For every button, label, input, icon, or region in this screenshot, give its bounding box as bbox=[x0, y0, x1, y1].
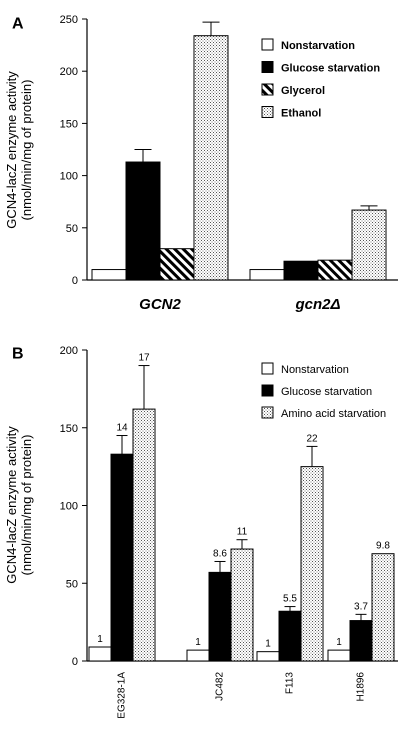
data-label: 5.5 bbox=[283, 594, 297, 605]
legend-swatch bbox=[261, 406, 274, 419]
legend-swatch bbox=[261, 362, 274, 375]
bar-gcn2-series-2 bbox=[125, 161, 161, 281]
category-label: gcn2Δ bbox=[294, 296, 340, 313]
data-label: 22 bbox=[306, 433, 318, 444]
y-axis-label: GCN4-lacZ enzyme activity bbox=[4, 426, 19, 584]
legend-label: Nonstarvation bbox=[281, 40, 355, 52]
y-tick-label: 50 bbox=[66, 223, 78, 235]
bar-gcn2--series-2 bbox=[283, 260, 319, 281]
legend-label: Amino acid starvation bbox=[281, 408, 386, 420]
bar-eg328-1a-series-2 bbox=[110, 453, 134, 662]
data-label: 17 bbox=[138, 353, 150, 364]
bar-gcn2--series-3 bbox=[317, 259, 353, 281]
category-label: H1896 bbox=[356, 672, 367, 702]
y-axis-label: (nmol/min/mg of protein) bbox=[19, 435, 34, 576]
bar-jc482-series-1 bbox=[186, 649, 210, 662]
bar-gcn2--series-1 bbox=[249, 269, 285, 281]
bar-f113-series-2 bbox=[278, 610, 302, 662]
category-label: F113 bbox=[285, 672, 296, 694]
bar-f113-series-3 bbox=[300, 466, 324, 662]
data-label: 1 bbox=[265, 639, 271, 650]
y-tick-label: 100 bbox=[60, 501, 78, 513]
bar-eg328-1a-series-1 bbox=[88, 646, 112, 662]
data-label: 9.8 bbox=[376, 541, 390, 552]
bar-h1896-series-3 bbox=[371, 553, 395, 662]
legend-swatch bbox=[261, 384, 274, 397]
category-label: EG328-1A bbox=[117, 672, 128, 719]
bar-eg328-1a-series-3 bbox=[132, 408, 156, 662]
legend-label: Glycerol bbox=[281, 85, 325, 97]
y-axis-label: GCN4-lacZ enzyme activity bbox=[4, 71, 19, 229]
bar-h1896-series-2 bbox=[349, 620, 373, 662]
legend-label: Nonstarvation bbox=[281, 364, 349, 376]
category-label: JC482 bbox=[215, 672, 226, 701]
bar-gcn2-series-3 bbox=[159, 248, 195, 281]
legend-swatch bbox=[261, 106, 274, 118]
data-label: 14 bbox=[116, 423, 128, 434]
bar-gcn2--series-4 bbox=[351, 209, 387, 281]
data-label: 1 bbox=[97, 634, 103, 645]
bar-f113-series-1 bbox=[256, 651, 280, 662]
legend-swatch bbox=[261, 61, 274, 73]
y-tick-label: 0 bbox=[72, 656, 78, 668]
chart-panel-A: A 0 50 100 150 200 250 GCN4-lacZ enzyme activit… bbox=[4, 14, 398, 313]
y-tick-label: 150 bbox=[60, 423, 78, 435]
category-label: GCN2 bbox=[139, 296, 181, 313]
panel-label: A bbox=[12, 15, 24, 32]
y-tick-label: 0 bbox=[72, 275, 78, 287]
legend-label: Ethanol bbox=[281, 108, 321, 120]
data-label: 1 bbox=[336, 637, 342, 648]
legend-label: Glucose starvation bbox=[281, 63, 380, 75]
y-tick-label: 200 bbox=[60, 345, 78, 357]
y-tick-label: 200 bbox=[60, 66, 78, 78]
y-tick-label: 50 bbox=[66, 578, 78, 590]
y-axis-label: (nmol/min/mg of protein) bbox=[19, 80, 34, 221]
bar-h1896-series-1 bbox=[327, 649, 351, 662]
data-label: 3.7 bbox=[354, 601, 368, 612]
y-tick-label: 100 bbox=[60, 171, 78, 183]
legend-swatch bbox=[261, 83, 274, 96]
bar-jc482-series-2 bbox=[208, 571, 232, 662]
data-label: 1 bbox=[195, 637, 201, 648]
y-tick-label: 250 bbox=[60, 14, 78, 26]
panel-label: B bbox=[12, 345, 24, 362]
data-label: 11 bbox=[237, 527, 248, 538]
bar-gcn2-series-1 bbox=[91, 269, 127, 281]
bar-jc482-series-3 bbox=[230, 548, 254, 662]
chart-panel-B: B 0 50 100 150 200 GCN4-lacZ enzyme activity (n… bbox=[4, 345, 398, 719]
legend-label: Glucose starvation bbox=[281, 386, 372, 398]
y-tick-label: 150 bbox=[60, 118, 78, 130]
legend-swatch bbox=[261, 38, 274, 51]
data-label: 8.6 bbox=[213, 548, 227, 559]
bar-gcn2-series-4 bbox=[193, 35, 229, 281]
